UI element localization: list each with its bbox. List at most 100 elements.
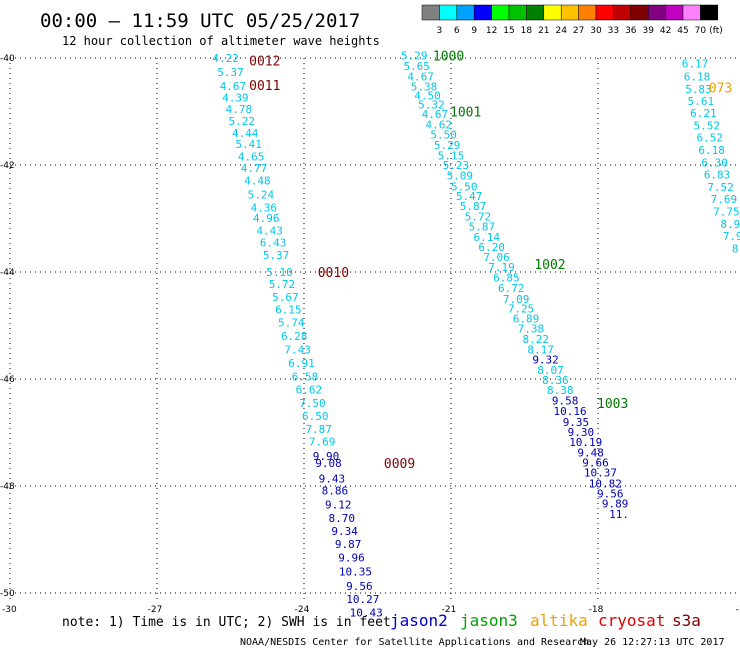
wave-height-value: 6.18 xyxy=(684,71,711,84)
colorbar-label: 42 xyxy=(660,26,671,36)
satellite-legend-jason2: jason2 xyxy=(390,611,448,630)
satellite-legend-jason3: jason3 xyxy=(460,611,518,630)
wave-height-value: 5.41 xyxy=(235,138,262,151)
colorbar-label: 9 xyxy=(471,26,477,36)
wave-height-value: 5.29 xyxy=(434,139,461,152)
wave-height-value: 7.38 xyxy=(518,323,545,336)
wave-height-value: 9.87 xyxy=(335,538,362,551)
pass-time-label: 1003 xyxy=(597,397,628,412)
wave-height-value: 5.38 xyxy=(411,80,438,93)
wave-height-value: 4.67 xyxy=(220,80,247,93)
wave-height-value: 9.58 xyxy=(552,394,579,407)
wave-height-value: 10.37 xyxy=(584,467,617,480)
lon-tick-label: -15 xyxy=(736,605,740,615)
wave-height-value: 7.69 xyxy=(309,436,336,449)
wave-height-value: 7.09 xyxy=(503,293,530,306)
lon-tick-label: -18 xyxy=(589,605,604,615)
wave-height-value: 9.43 xyxy=(319,473,346,486)
wave-height-value: 6.83 xyxy=(704,169,731,182)
lat-tick-label: -46 xyxy=(0,375,15,385)
wave-height-value: 5.09 xyxy=(447,170,474,183)
wave-height-value: 4.77 xyxy=(241,162,268,175)
colorbar-label: 45 xyxy=(677,26,688,36)
colorbar-label: 15 xyxy=(503,26,514,36)
wave-height-value: 6.50 xyxy=(302,410,329,423)
colorbar-label: 24 xyxy=(555,26,567,36)
wave-height-value: 6.58 xyxy=(292,370,319,383)
colorbar-swatch xyxy=(439,4,458,21)
colorbar-label: 3 xyxy=(437,26,443,36)
wave-height-value: 7.50 xyxy=(299,397,326,410)
wave-height-value: 8.36 xyxy=(542,374,569,387)
altimeter-track: 6.176.185.835.616.215.526.526.186.306.83… xyxy=(682,57,740,255)
lat-tick-label: -44 xyxy=(0,268,15,278)
wave-height-value: 4.67 xyxy=(407,71,434,84)
wave-height-value: 9.90 xyxy=(313,450,340,463)
wave-height-colorbar: 3 6 9 12 15 18 21 24 27 30 33 36 39 42 45 70 xyxy=(421,4,719,36)
colorbar-label: 21 xyxy=(538,26,549,36)
lat-tick-label: -40 xyxy=(0,54,15,64)
wave-height-value: 5.83 xyxy=(685,83,712,96)
colorbar-swatch xyxy=(578,4,597,21)
pass-time-label: 0010 xyxy=(318,266,349,281)
wave-height-value: 5.22 xyxy=(229,115,256,128)
wave-height-value: 6.85 xyxy=(493,271,520,284)
wave-height-value: 6.91 xyxy=(288,357,315,370)
wave-height-value: 5.67 xyxy=(272,291,299,304)
wave-height-value: 5.32 xyxy=(418,99,445,112)
wave-height-value: 5.87 xyxy=(469,221,496,234)
wave-height-value: 6.89 xyxy=(513,313,540,326)
footer-note: note: 1) Time is in UTC; 2) SWH is in fe… xyxy=(62,615,391,630)
footer-credit: NOAA/NESDIS Center for Satellite Applica… xyxy=(240,637,589,648)
altimeter-track: 4.225.374.674.394.785.224.445.414.654.77… xyxy=(212,52,415,619)
latitude-labels: -40 -42 -44 -46 -48 -50 xyxy=(0,54,15,599)
wave-height-value: 10.19 xyxy=(569,436,602,449)
pass-time-label: 0009 xyxy=(384,457,415,472)
wave-height-value: 5.52 xyxy=(694,119,721,132)
wave-height-value: 5.61 xyxy=(688,95,715,108)
wave-height-value: 5.47 xyxy=(456,190,483,203)
wave-height-value: 10.35 xyxy=(339,566,372,579)
wave-height-value: 5.23 xyxy=(443,159,470,172)
wave-height-value: 4.78 xyxy=(226,103,253,116)
wave-height-value: 6.28 xyxy=(281,330,308,343)
wave-height-value: 5.24 xyxy=(248,188,275,201)
wave-height-value: 9.48 xyxy=(577,446,604,459)
wave-height-value: 7.25 xyxy=(508,302,535,315)
wave-height-value: 10.82 xyxy=(589,477,622,490)
satellite-legend: jason2 jason3 altika cryosat s3a xyxy=(390,611,701,630)
wave-height-value: 4.43 xyxy=(256,224,283,237)
wave-height-value: 5.37 xyxy=(217,66,244,79)
satellite-legend-altika: altika xyxy=(530,611,588,630)
colorbar-swatch xyxy=(647,4,666,21)
wave-height-value: 5.72 xyxy=(269,278,296,291)
wave-height-value: 9.56 xyxy=(346,580,373,593)
wave-height-value: 8 xyxy=(732,242,739,255)
colorbar-swatch xyxy=(630,4,649,21)
wave-height-value: 6.20 xyxy=(478,241,505,254)
wave-height-value: 10.27 xyxy=(346,593,379,606)
wave-height-value: 11. xyxy=(609,508,629,521)
colorbar-swatch xyxy=(613,4,632,21)
wave-height-value: 10.43 xyxy=(350,606,383,619)
pass-time-label: 1000 xyxy=(433,49,464,64)
lon-tick-label: -21 xyxy=(442,605,457,615)
wave-height-value: 6.15 xyxy=(275,303,302,316)
colorbar-swatch xyxy=(508,4,527,21)
wave-height-value: 4.50 xyxy=(414,89,441,102)
wave-height-value: 7.69 xyxy=(711,193,738,206)
colorbar-label: 33 xyxy=(608,26,619,36)
wave-height-value: 6.72 xyxy=(498,282,525,295)
colorbar-swatch xyxy=(526,4,545,21)
colorbar-swatch xyxy=(491,4,510,21)
colorbar-swatch xyxy=(595,4,614,21)
wave-height-value: 10.16 xyxy=(554,405,587,418)
wave-height-value: 6.43 xyxy=(260,237,287,250)
wave-height-value: 5.87 xyxy=(460,200,487,213)
lat-tick-label: -50 xyxy=(0,589,15,599)
wave-height-value: 5.74 xyxy=(278,316,305,329)
wave-height-value: 9.66 xyxy=(582,456,609,469)
lat-tick-label: -48 xyxy=(0,482,15,492)
colorbar-swatch xyxy=(421,4,440,21)
pass-time-label: 1001 xyxy=(450,106,481,121)
